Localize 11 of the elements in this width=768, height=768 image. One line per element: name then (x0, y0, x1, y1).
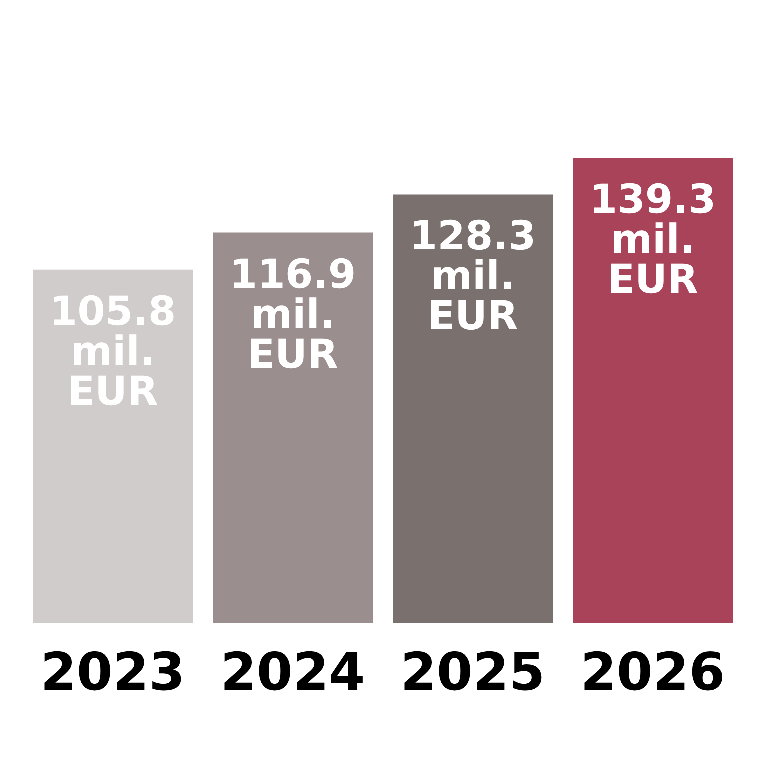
bar (393, 194, 553, 623)
data-label: 139.3 mil. EUR (590, 177, 716, 303)
x-tick-label: 2024 (220, 642, 366, 703)
x-tick-label: 2023 (40, 642, 186, 703)
x-tick-label: 2026 (580, 642, 726, 703)
data-label: 128.3 mil. EUR (410, 214, 536, 340)
bar (213, 232, 373, 623)
x-tick-label: 2025 (400, 642, 546, 703)
data-label: 116.9 mil. EUR (230, 252, 356, 378)
bar (573, 158, 733, 623)
bar (33, 270, 193, 623)
